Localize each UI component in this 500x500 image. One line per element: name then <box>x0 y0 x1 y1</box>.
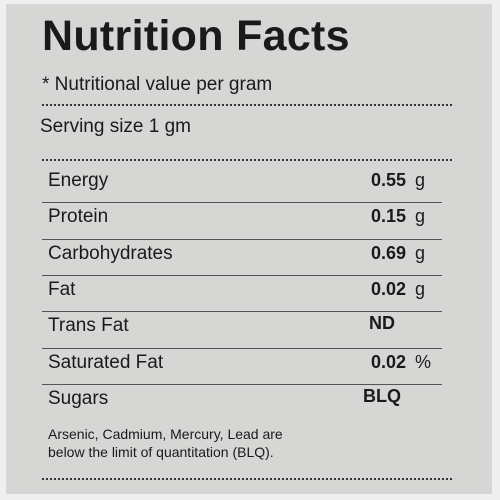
nutrient-name: Energy <box>48 170 109 191</box>
row-divider <box>42 347 442 349</box>
nutrient-value: BLQ <box>363 385 401 406</box>
nutrient-unit: g <box>415 170 426 190</box>
footnote-line: below the limit of quantitation (BLQ). <box>48 444 274 460</box>
nutrient-unit: g <box>415 278 426 299</box>
nutrient-name: Sugars <box>48 387 109 409</box>
dotted-rule <box>42 104 452 106</box>
nutrient-name: Protein <box>48 206 109 228</box>
nutrition-label: Nutrition Facts * Nutritional value per … <box>6 4 492 494</box>
note: * Nutritional value per gram <box>42 74 273 95</box>
nutrient-name: Trans Fat <box>48 315 129 337</box>
row-divider <box>42 238 442 240</box>
serving-size: Serving size 1 gm <box>40 116 192 137</box>
nutrient-value: 0.02 <box>370 351 406 372</box>
nutrient-unit: g <box>415 242 426 263</box>
dotted-rule <box>42 159 452 161</box>
dotted-rule <box>42 478 452 480</box>
nutrient-unit: % <box>415 351 432 372</box>
nutrient-value: 0.15 <box>370 206 406 227</box>
row-divider <box>42 383 442 385</box>
footnote-line: Arsenic, Cadmium, Mercury, Lead are <box>48 426 283 442</box>
row-divider <box>42 202 442 204</box>
nutrient-unit: g <box>415 206 426 227</box>
nutrient-value: ND <box>369 313 395 334</box>
row-divider <box>42 311 442 313</box>
nutrient-name: Carbohydrates <box>48 242 173 264</box>
nutrient-value: 0.55 <box>370 170 406 190</box>
nutrient-name: Fat <box>48 278 76 300</box>
nutrient-value: 0.69 <box>370 242 406 263</box>
row-divider <box>42 274 442 276</box>
nutrient-value: 0.02 <box>370 278 406 299</box>
nutrient-name: Saturated Fat <box>48 351 164 373</box>
title: Nutrition Facts <box>42 12 350 60</box>
